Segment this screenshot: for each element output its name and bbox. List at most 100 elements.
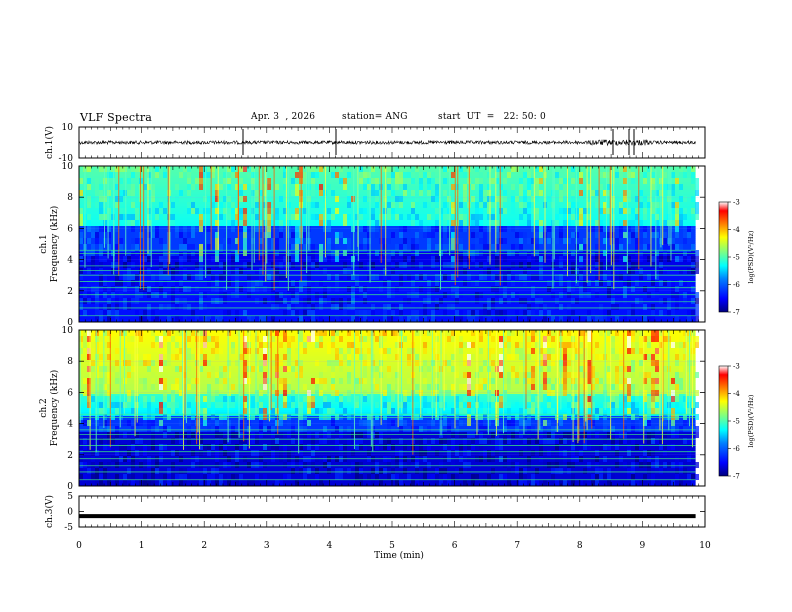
spectrogram-cell — [579, 378, 583, 384]
spectrogram-cell — [291, 178, 295, 184]
spectrogram-cell — [311, 378, 315, 384]
spectrogram-cell — [571, 310, 575, 316]
spectrogram-cell — [647, 372, 651, 378]
spectrogram-cell — [395, 286, 399, 292]
spectrogram-cell — [335, 342, 339, 348]
spectrogram-cell — [183, 420, 187, 426]
spectrogram-cell — [547, 238, 551, 244]
spectrogram-cell — [627, 396, 631, 402]
spectrogram-cell — [175, 184, 179, 190]
spectrogram-cell — [135, 286, 139, 292]
spectrogram-cell — [291, 244, 295, 250]
spectrogram-cell — [287, 384, 291, 390]
spectrogram-cell — [263, 256, 267, 262]
spectrogram-cell — [179, 408, 183, 414]
spectrogram-cell — [579, 256, 583, 262]
spectrogram-cell — [283, 390, 287, 396]
spectrogram-cell — [83, 310, 87, 316]
spectrogram-cell — [131, 390, 135, 396]
spectrogram-cell — [519, 342, 523, 348]
spectrogram-cell — [527, 166, 531, 172]
spectrogram-cell — [479, 172, 483, 178]
spectrogram-cell — [651, 330, 655, 336]
spectrogram-cell — [191, 468, 195, 474]
spectrogram-band — [79, 266, 696, 269]
spectrogram-cell — [211, 202, 215, 208]
spectrogram-cell — [151, 432, 155, 438]
spectrogram-cell — [255, 286, 259, 292]
spectrogram-cell — [575, 432, 579, 438]
spectrogram-cell — [175, 474, 179, 480]
spectrogram-cell — [479, 330, 483, 336]
spectrogram-cell — [563, 286, 567, 292]
spectrogram-cell — [255, 390, 259, 396]
spectrogram-cell — [695, 336, 699, 342]
spectrogram-cell — [215, 190, 219, 196]
spectrogram-cell — [675, 178, 679, 184]
spectrogram-cell — [519, 396, 523, 402]
spectrogram-cell — [303, 384, 307, 390]
spectrogram-cell — [399, 244, 403, 250]
spectrogram-cell — [111, 184, 115, 190]
spectrogram-cell — [559, 238, 563, 244]
spectrogram-cell — [279, 354, 283, 360]
spectrogram-cell — [415, 384, 419, 390]
spectrogram-cell — [275, 438, 279, 444]
spectrogram-cell — [371, 178, 375, 184]
spectrogram-cell — [95, 402, 99, 408]
spectrogram-cell — [255, 372, 259, 378]
spectrogram-cell — [527, 396, 531, 402]
spectrogram-cell — [527, 262, 531, 268]
spectrogram-cell — [151, 172, 155, 178]
spectrogram-cell — [107, 336, 111, 342]
spectrogram-cell — [519, 420, 523, 426]
spectrogram-cell — [643, 420, 647, 426]
spectrogram-cell — [555, 304, 559, 310]
spectrogram-cell — [663, 190, 667, 196]
spectrogram-cell — [115, 316, 119, 322]
spectrogram-cell — [391, 304, 395, 310]
spectrogram-cell — [479, 196, 483, 202]
spectrogram-cell — [427, 196, 431, 202]
spectrogram-cell — [323, 438, 327, 444]
spectrogram-cell — [239, 208, 243, 214]
spectrogram-cell — [415, 310, 419, 316]
spectrogram-cell — [459, 342, 463, 348]
spectrogram-cell — [487, 190, 491, 196]
spectrogram-cell — [631, 178, 635, 184]
spectrogram-cell — [691, 262, 695, 268]
spectrogram-cell — [511, 202, 515, 208]
spectrogram-cell — [495, 366, 499, 372]
spectrogram-cell — [639, 348, 643, 354]
spectrogram-cell — [459, 316, 463, 322]
spectrogram-cell — [151, 310, 155, 316]
spectrogram-cell — [475, 310, 479, 316]
spectrogram-cell — [91, 366, 95, 372]
spectrogram-cell — [143, 316, 147, 322]
spectrogram-cell — [575, 166, 579, 172]
spectrogram-cell — [507, 336, 511, 342]
spectrogram-cell — [575, 232, 579, 238]
spectrogram-cell — [451, 336, 455, 342]
spectrogram-cell — [303, 298, 307, 304]
spectrogram-cell — [259, 408, 263, 414]
spectrogram-cell — [455, 238, 459, 244]
spectrogram-cell — [687, 226, 691, 232]
spectrogram-cell — [427, 384, 431, 390]
spectrogram-cell — [111, 190, 115, 196]
spectrogram-cell — [283, 396, 287, 402]
spectrogram-cell — [95, 238, 99, 244]
spectrogram-cell — [675, 396, 679, 402]
spectrogram-cell — [387, 304, 391, 310]
spectrogram-cell — [271, 438, 275, 444]
spectrogram-cell — [535, 298, 539, 304]
spectrogram-cell — [447, 196, 451, 202]
spectrogram-cell — [539, 390, 543, 396]
spectrogram-cell — [275, 280, 279, 286]
spectrogram-cell — [547, 280, 551, 286]
spectrogram-cell — [539, 256, 543, 262]
spectrogram-cell — [443, 438, 447, 444]
spectrogram-cell — [679, 232, 683, 238]
spectrogram-band — [79, 222, 696, 225]
